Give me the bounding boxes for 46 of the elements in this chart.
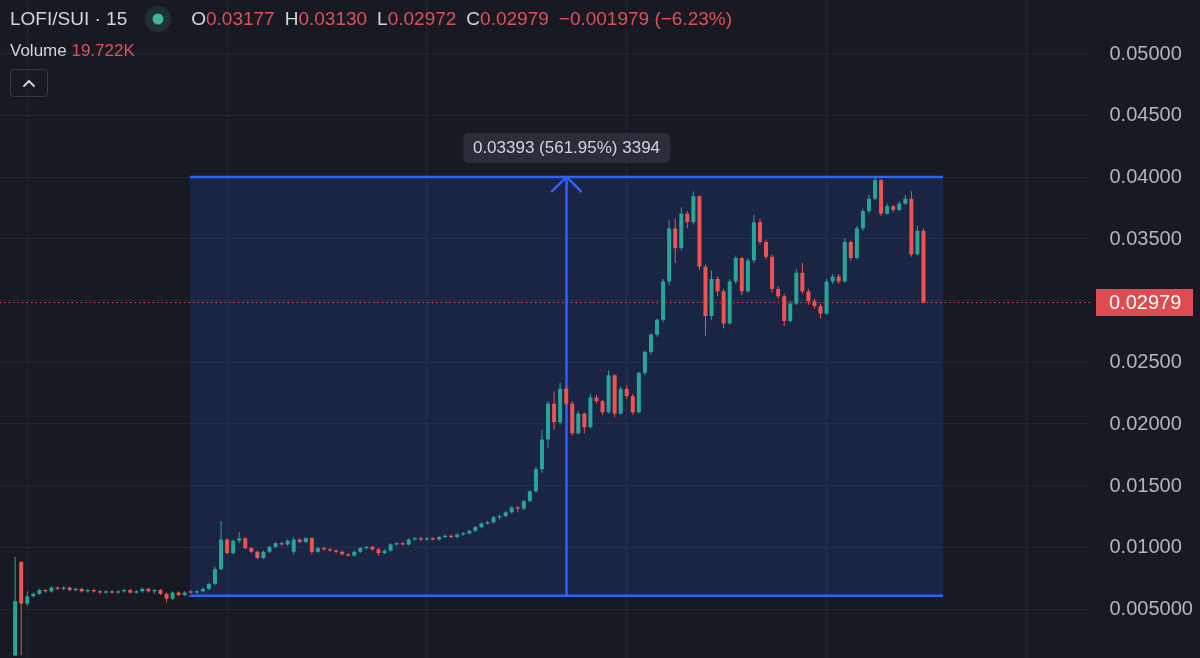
annotation: −0.001979 (−6.23%) [558,8,733,29]
candlestick [110,589,115,595]
y-tick-label: 0.005000 [1109,597,1193,620]
candlestick [776,285,781,300]
annotation: Volume 19.722K [10,41,135,60]
candlestick [533,466,538,494]
y-tick-label: 0.02500 [1109,350,1182,373]
candlestick [715,276,720,297]
y-tick-label: 0.03500 [1109,226,1182,249]
annotation: L0.02972 [377,8,457,29]
candlestick [582,411,587,434]
candlestick [655,318,660,338]
annotation: O0.03177 [191,8,275,29]
y-tick-label: 0.01500 [1109,473,1182,496]
candlestick [212,566,217,586]
candlestick [788,300,793,323]
candlestick [860,208,865,232]
candlestick [97,589,102,595]
y-tick-label: 0.04000 [1109,165,1182,188]
band-label: 0.03393 (561.95%) 3394 [462,132,671,163]
candlestick [103,589,108,595]
candlestick [866,194,871,215]
candlestick [642,350,647,376]
candlestick [764,239,769,260]
candlestick [630,393,635,416]
candlestick [915,225,920,257]
y-tick-label: 0.01000 [1109,535,1182,558]
y-tick-label: 0.05000 [1109,41,1182,64]
candlestick [328,547,333,553]
candlestick [564,385,569,407]
annotation: C0.02979 [466,8,549,29]
candlestick [757,218,762,245]
candlestick [673,218,678,264]
y-tick-label: 0.02000 [1109,411,1182,434]
candlestick [116,589,121,595]
candlestick [873,176,878,201]
annotation: H0.03130 [284,8,368,29]
candlestick [576,410,581,436]
y-tick-label: 0.04500 [1109,103,1182,126]
candlestick [733,255,738,285]
candlestick [848,240,853,261]
chart-title: LOFI/SUI · 15 [10,8,128,30]
ref-line-label: 0.02979 [1109,290,1182,313]
candlestick [648,332,653,355]
candlestick [800,262,805,295]
candlestick [552,390,557,431]
